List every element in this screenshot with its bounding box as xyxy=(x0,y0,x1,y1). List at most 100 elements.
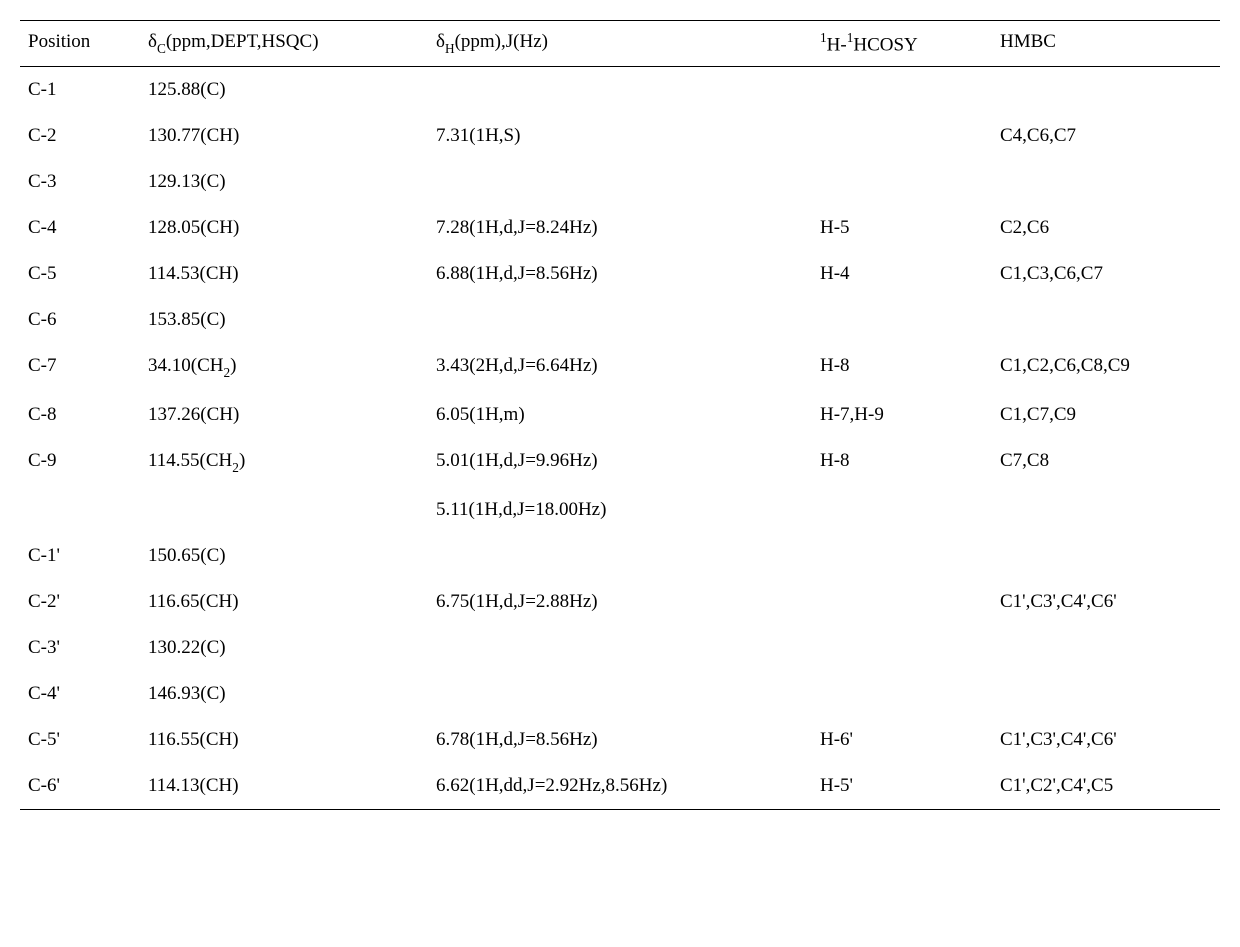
cell-deltac: 130.77(CH) xyxy=(140,113,428,159)
header-cosy: 1H-1HCOSY xyxy=(812,21,992,67)
header-cosy-mid2: HCOSY xyxy=(853,34,917,55)
cell-deltah: 6.05(1H,m) xyxy=(428,392,812,438)
cell-deltah: 5.11(1H,d,J=18.00Hz) xyxy=(428,487,812,533)
cell-position xyxy=(20,487,140,533)
header-deltac: δC(ppm,DEPT,HSQC) xyxy=(140,21,428,67)
cell-deltac-suffix: ) xyxy=(230,355,236,376)
header-cosy-sup1: 1 xyxy=(820,30,827,45)
cell-deltac xyxy=(140,487,428,533)
table-row: C-1125.88(C) xyxy=(20,67,1220,114)
cell-deltah xyxy=(428,67,812,114)
cell-hmbc: C1',C2',C4',C5 xyxy=(992,763,1220,810)
cell-hmbc: C1,C2,C6,C8,C9 xyxy=(992,343,1220,392)
nmr-data-table: Position δC(ppm,DEPT,HSQC) δH(ppm),J(Hz)… xyxy=(20,20,1220,810)
cell-hmbc xyxy=(992,671,1220,717)
table-row: 5.11(1H,d,J=18.00Hz) xyxy=(20,487,1220,533)
cell-deltac: 130.22(C) xyxy=(140,625,428,671)
cell-hmbc xyxy=(992,625,1220,671)
cell-position: C-3' xyxy=(20,625,140,671)
cell-cosy: H-5' xyxy=(812,763,992,810)
cell-position: C-8 xyxy=(20,392,140,438)
cell-deltah: 6.78(1H,d,J=8.56Hz) xyxy=(428,717,812,763)
header-deltah: δH(ppm),J(Hz) xyxy=(428,21,812,67)
cell-cosy xyxy=(812,579,992,625)
cell-cosy xyxy=(812,113,992,159)
cell-deltah: 5.01(1H,d,J=9.96Hz) xyxy=(428,438,812,487)
table-body: C-1125.88(C)C-2130.77(CH)7.31(1H,S)C4,C6… xyxy=(20,67,1220,810)
table-row: C-3129.13(C) xyxy=(20,159,1220,205)
cell-position: C-1 xyxy=(20,67,140,114)
header-deltac-prefix: δ xyxy=(148,31,157,52)
table-row: C-2130.77(CH)7.31(1H,S)C4,C6,C7 xyxy=(20,113,1220,159)
cell-deltac: 125.88(C) xyxy=(140,67,428,114)
cell-hmbc xyxy=(992,487,1220,533)
cell-deltac-sub: 2 xyxy=(232,460,239,475)
cell-cosy: H-6' xyxy=(812,717,992,763)
cell-cosy xyxy=(812,487,992,533)
cell-deltah xyxy=(428,159,812,205)
cell-cosy xyxy=(812,67,992,114)
table-row: C-5114.53(CH)6.88(1H,d,J=8.56Hz)H-4C1,C3… xyxy=(20,251,1220,297)
cell-deltac: 146.93(C) xyxy=(140,671,428,717)
cell-position: C-5 xyxy=(20,251,140,297)
table-row: C-6'114.13(CH)6.62(1H,dd,J=2.92Hz,8.56Hz… xyxy=(20,763,1220,810)
table-row: C-3'130.22(C) xyxy=(20,625,1220,671)
cell-cosy xyxy=(812,159,992,205)
header-deltac-sub: C xyxy=(157,41,166,56)
cell-hmbc xyxy=(992,533,1220,579)
cell-deltah: 7.28(1H,d,J=8.24Hz) xyxy=(428,205,812,251)
header-cosy-sup2: 1 xyxy=(847,30,854,45)
header-deltac-suffix: (ppm,DEPT,HSQC) xyxy=(166,31,319,52)
cell-deltac-prefix: 34.10(CH xyxy=(148,355,223,376)
cell-deltah: 7.31(1H,S) xyxy=(428,113,812,159)
cell-deltac: 116.55(CH) xyxy=(140,717,428,763)
cell-position: C-4 xyxy=(20,205,140,251)
cell-cosy xyxy=(812,297,992,343)
table-row: C-9114.55(CH2)5.01(1H,d,J=9.96Hz)H-8C7,C… xyxy=(20,438,1220,487)
header-hmbc: HMBC xyxy=(992,21,1220,67)
cell-deltac: 128.05(CH) xyxy=(140,205,428,251)
cell-hmbc: C2,C6 xyxy=(992,205,1220,251)
cell-position: C-9 xyxy=(20,438,140,487)
cell-position: C-5' xyxy=(20,717,140,763)
table-row: C-2'116.65(CH)6.75(1H,d,J=2.88Hz) C1',C3'… xyxy=(20,579,1220,625)
cell-deltah: 6.88(1H,d,J=8.56Hz) xyxy=(428,251,812,297)
cell-hmbc: C1,C7,C9 xyxy=(992,392,1220,438)
table-row: C-734.10(CH2)3.43(2H,d,J=6.64Hz)H-8C1,C2… xyxy=(20,343,1220,392)
cell-deltac: 114.13(CH) xyxy=(140,763,428,810)
table-row: C-8137.26(CH)6.05(1H,m)H-7,H-9C1,C7,C9 xyxy=(20,392,1220,438)
cell-deltac: 153.85(C) xyxy=(140,297,428,343)
cell-deltac: 114.53(CH) xyxy=(140,251,428,297)
header-cosy-mid1: H- xyxy=(827,34,847,55)
cell-deltac: 116.65(CH) xyxy=(140,579,428,625)
header-deltah-suffix: (ppm),J(Hz) xyxy=(455,31,548,52)
cell-position: C-3 xyxy=(20,159,140,205)
cell-deltac: 129.13(C) xyxy=(140,159,428,205)
cell-hmbc: C7,C8 xyxy=(992,438,1220,487)
cell-position: C-6' xyxy=(20,763,140,810)
cell-position: C-2' xyxy=(20,579,140,625)
cell-cosy: H-4 xyxy=(812,251,992,297)
cell-deltah: 3.43(2H,d,J=6.64Hz) xyxy=(428,343,812,392)
table-row: C-4128.05(CH)7.28(1H,d,J=8.24Hz)H-5C2,C6 xyxy=(20,205,1220,251)
cell-cosy: H-8 xyxy=(812,343,992,392)
cell-hmbc: C1',C3',C4',C6' xyxy=(992,579,1220,625)
header-deltah-sub: H xyxy=(445,41,455,56)
cell-cosy xyxy=(812,671,992,717)
table-row: C-4'146.93(C) xyxy=(20,671,1220,717)
table-row: C-6153.85(C) xyxy=(20,297,1220,343)
cell-cosy: H-5 xyxy=(812,205,992,251)
cell-deltac: 34.10(CH2) xyxy=(140,343,428,392)
cell-hmbc: C1,C3,C6,C7 xyxy=(992,251,1220,297)
cell-deltac: 114.55(CH2) xyxy=(140,438,428,487)
cell-deltah: 6.62(1H,dd,J=2.92Hz,8.56Hz) xyxy=(428,763,812,810)
cell-hmbc: C1',C3',C4',C6' xyxy=(992,717,1220,763)
cell-deltac: 150.65(C) xyxy=(140,533,428,579)
cell-position: C-4' xyxy=(20,671,140,717)
cell-deltah: 6.75(1H,d,J=2.88Hz) xyxy=(428,579,812,625)
cell-cosy xyxy=(812,625,992,671)
table-row: C-1'150.65(C) xyxy=(20,533,1220,579)
header-position: Position xyxy=(20,21,140,67)
table-header-row: Position δC(ppm,DEPT,HSQC) δH(ppm),J(Hz)… xyxy=(20,21,1220,67)
cell-deltah xyxy=(428,533,812,579)
